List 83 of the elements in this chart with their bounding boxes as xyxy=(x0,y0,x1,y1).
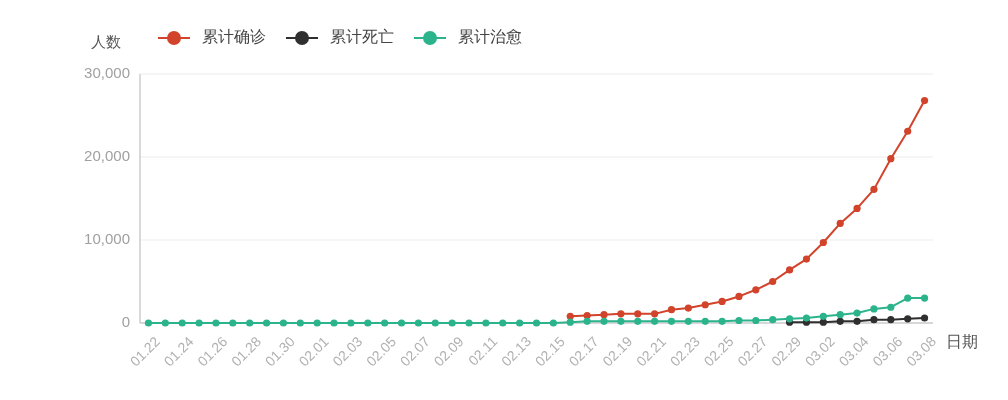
point xyxy=(381,319,389,327)
point xyxy=(836,317,844,325)
point xyxy=(161,319,169,327)
point xyxy=(431,319,439,327)
point xyxy=(279,319,288,327)
point xyxy=(583,311,591,320)
point xyxy=(769,277,777,286)
legend-label: 累计治愈 xyxy=(458,28,522,46)
point xyxy=(364,319,372,327)
point xyxy=(853,309,861,317)
point xyxy=(617,317,625,325)
point xyxy=(296,319,304,327)
legend-label: 累计死亡 xyxy=(330,28,394,46)
point xyxy=(583,317,591,325)
point xyxy=(904,294,912,302)
point xyxy=(651,310,659,318)
y-tick-label: 0 xyxy=(121,312,130,330)
point xyxy=(836,311,844,319)
point xyxy=(532,319,541,327)
point xyxy=(684,304,692,312)
point xyxy=(735,292,743,301)
point xyxy=(870,316,878,324)
point xyxy=(313,319,321,327)
point xyxy=(516,319,524,327)
point xyxy=(229,319,237,327)
point xyxy=(600,311,608,319)
point xyxy=(802,255,811,263)
point xyxy=(600,317,608,325)
point xyxy=(819,312,827,320)
point xyxy=(870,305,878,313)
point xyxy=(853,317,861,325)
point xyxy=(549,319,557,327)
point xyxy=(482,319,490,327)
y-tick-label: 20,000 xyxy=(84,146,130,164)
point xyxy=(920,96,929,105)
point xyxy=(701,317,709,325)
point xyxy=(769,316,777,324)
point xyxy=(718,317,726,325)
point xyxy=(752,316,760,325)
point xyxy=(718,297,726,306)
point xyxy=(397,319,406,327)
point xyxy=(853,204,861,213)
point xyxy=(347,319,355,327)
point xyxy=(262,319,271,327)
point xyxy=(802,314,811,322)
point xyxy=(904,127,912,135)
point xyxy=(651,317,659,325)
point xyxy=(887,155,895,163)
point xyxy=(144,319,153,327)
point xyxy=(684,317,692,325)
point xyxy=(448,319,456,327)
point xyxy=(634,310,642,318)
point xyxy=(887,316,895,324)
point xyxy=(566,318,574,326)
point xyxy=(499,319,507,327)
point xyxy=(920,294,929,302)
point xyxy=(634,317,642,325)
point xyxy=(178,319,186,327)
point xyxy=(701,301,709,309)
point xyxy=(414,319,422,327)
x-axis-title: 日期 xyxy=(946,333,978,351)
point xyxy=(819,238,827,247)
point xyxy=(617,310,625,318)
y-tick-label: 30,000 xyxy=(84,63,130,81)
point xyxy=(752,286,760,294)
point xyxy=(785,266,794,274)
legend-label: 累计确诊 xyxy=(202,28,266,46)
point xyxy=(836,219,844,227)
point xyxy=(904,315,912,323)
point xyxy=(246,319,254,327)
point xyxy=(887,303,895,311)
point xyxy=(566,312,574,320)
point xyxy=(870,185,878,193)
point xyxy=(920,314,929,322)
y-tick-label: 10,000 xyxy=(84,229,130,247)
point xyxy=(667,317,676,325)
point xyxy=(735,316,743,325)
point xyxy=(465,319,473,327)
point xyxy=(330,319,338,327)
point xyxy=(195,319,203,327)
point xyxy=(212,319,220,327)
point xyxy=(667,306,676,314)
y-axis-title: 人数 xyxy=(91,32,121,50)
